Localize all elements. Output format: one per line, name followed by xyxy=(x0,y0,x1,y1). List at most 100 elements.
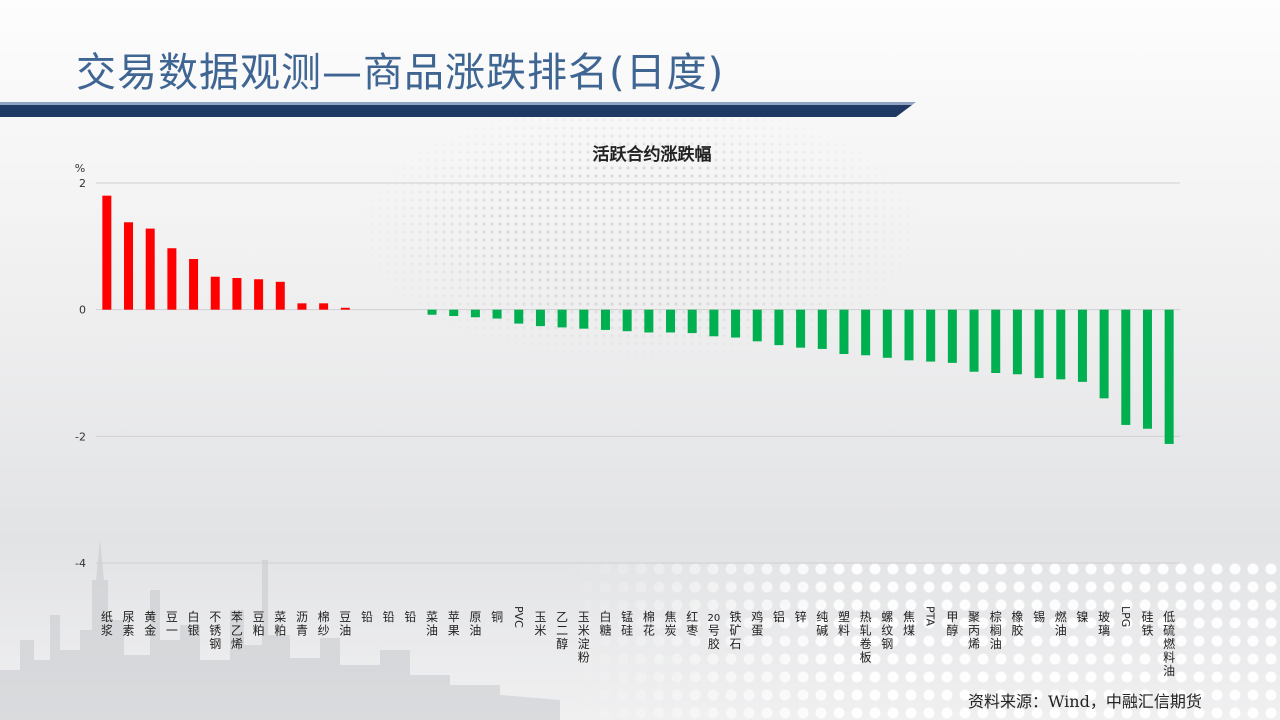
x-category-label: 铜 xyxy=(491,609,503,624)
bar xyxy=(557,309,567,328)
bar xyxy=(731,309,741,338)
y-tick-label: -4 xyxy=(75,557,86,570)
bar xyxy=(1121,309,1131,425)
data-source-note: 资料来源：Wind，中融汇信期货 xyxy=(968,692,1202,711)
bar xyxy=(666,309,676,333)
bar xyxy=(297,303,307,310)
chart-title: 活跃合约涨跌幅 xyxy=(593,144,712,165)
bar xyxy=(904,309,914,361)
x-category-label: 黄金 xyxy=(144,610,156,638)
bar xyxy=(145,228,155,310)
x-category-label: 低硫燃料油 xyxy=(1163,610,1175,678)
x-category-label: 焦煤 xyxy=(903,610,915,638)
x-category-label: 镍 xyxy=(1076,610,1088,624)
x-category-label: 菜油 xyxy=(426,610,438,638)
bar xyxy=(340,307,350,310)
bar xyxy=(492,309,502,319)
bar xyxy=(210,276,220,310)
bar xyxy=(470,309,480,318)
x-category-label: 锌 xyxy=(795,610,807,624)
bar xyxy=(1012,309,1022,375)
x-category-label: 豆一 xyxy=(166,610,178,638)
x-category-label: 玉米淀粉 xyxy=(578,610,590,665)
x-category-label: 玉米 xyxy=(534,610,546,638)
bar xyxy=(796,309,806,348)
x-category-label: 豆油 xyxy=(339,610,351,638)
bar xyxy=(514,309,524,324)
x-category-label: 棉纱 xyxy=(318,610,330,638)
x-category-label: 锰硅 xyxy=(621,609,633,638)
bar xyxy=(427,309,437,315)
bar xyxy=(882,309,892,358)
x-category-label: 锡 xyxy=(1033,609,1045,624)
bar xyxy=(709,309,719,337)
bar xyxy=(535,309,545,327)
bar xyxy=(449,309,459,316)
x-category-label: 铅 xyxy=(404,610,416,624)
y-axis-unit: % xyxy=(75,162,85,175)
x-category-label: 玻璃 xyxy=(1098,610,1110,638)
x-category-label: 菜粕 xyxy=(274,610,286,638)
bar xyxy=(167,248,177,310)
x-category-label: 聚丙烯 xyxy=(968,610,980,651)
title-underline-bar xyxy=(0,102,916,117)
y-tick-label: 2 xyxy=(79,177,86,190)
bar xyxy=(1077,309,1087,382)
x-category-label: 苹果 xyxy=(448,610,460,638)
x-category-label: 原油 xyxy=(469,610,481,638)
x-category-label: 铅 xyxy=(361,610,373,624)
x-category-label: 尿素 xyxy=(123,610,135,638)
x-category-label: 铝 xyxy=(773,609,785,624)
x-category-label: 纯碱 xyxy=(816,610,828,638)
x-category-label: 橡胶 xyxy=(1011,610,1023,638)
bar xyxy=(947,309,957,363)
x-category-label: 棉花 xyxy=(643,610,655,638)
x-category-label: 焦炭 xyxy=(665,610,677,638)
x-category-label: 塑料 xyxy=(838,609,850,638)
bar xyxy=(275,281,285,310)
x-category-label: 豆粕 xyxy=(253,610,265,638)
bar xyxy=(579,309,589,329)
bar xyxy=(969,309,979,372)
bar xyxy=(991,309,1001,373)
bar xyxy=(644,309,654,333)
bar xyxy=(102,195,112,310)
bar xyxy=(752,309,762,342)
x-category-label: 白糖 xyxy=(599,609,611,638)
x-category-label: 燃油 xyxy=(1055,609,1067,638)
bar xyxy=(1142,309,1152,429)
x-category-label: 20 号胶 xyxy=(708,613,721,651)
bar xyxy=(124,222,134,310)
y-tick-label: -2 xyxy=(75,430,86,443)
bar xyxy=(189,259,199,310)
x-category-label: 铅 xyxy=(383,610,395,624)
bar xyxy=(1056,309,1066,380)
bar xyxy=(600,309,610,330)
bar xyxy=(232,278,242,310)
dot-pattern-background xyxy=(560,560,1280,720)
bar xyxy=(1099,309,1109,399)
bar xyxy=(926,309,936,362)
bar xyxy=(1034,309,1044,379)
x-category-label: 红枣 xyxy=(686,609,698,638)
x-category-label: 白银 xyxy=(188,609,200,638)
bar xyxy=(319,303,329,310)
city-skyline-background xyxy=(0,540,560,720)
x-category-label: 硅铁 xyxy=(1141,610,1153,638)
x-category-label: 鸡蛋 xyxy=(751,609,763,638)
bar xyxy=(817,309,827,349)
bar xyxy=(1164,309,1174,444)
bar xyxy=(861,309,871,356)
x-category-label: 热轧卷板 xyxy=(860,610,872,665)
bar xyxy=(254,279,264,310)
x-category-label: 不锈钢 xyxy=(209,610,221,651)
x-category-label: 甲醇 xyxy=(946,610,958,638)
bar xyxy=(687,309,697,334)
x-category-label: 棕榈油 xyxy=(990,609,1002,651)
bar xyxy=(839,309,849,354)
x-category-label: LPG xyxy=(1119,606,1132,627)
x-category-label: PVC xyxy=(512,606,525,628)
bar xyxy=(774,309,784,346)
x-category-label: 铁矿石 xyxy=(730,610,742,651)
